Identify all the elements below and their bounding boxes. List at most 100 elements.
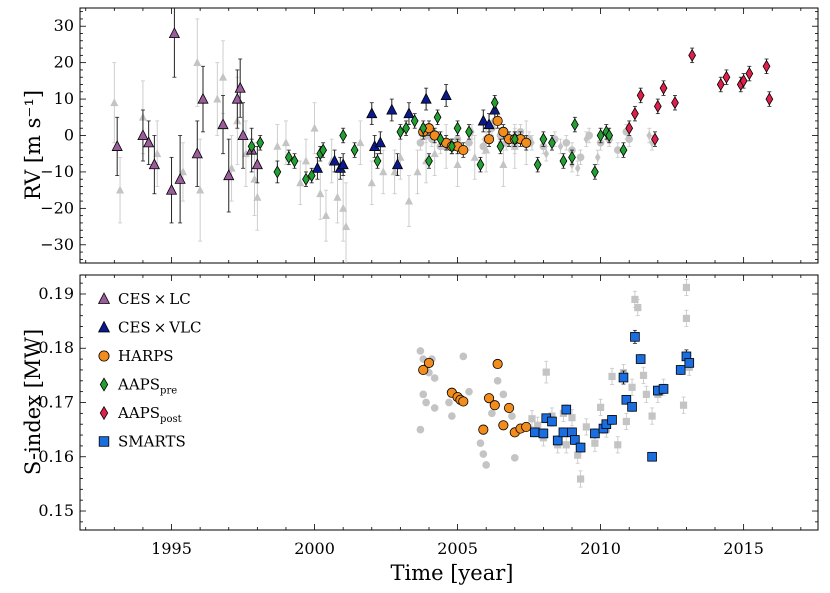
ces-lc-point	[111, 140, 123, 151]
aaps-pre-point	[319, 143, 328, 157]
harps-point	[521, 421, 532, 432]
legend-marker	[98, 350, 110, 362]
ces-lc-point	[168, 27, 181, 39]
harps-point	[483, 393, 495, 404]
background-point	[316, 189, 325, 198]
ces-lc-point	[191, 147, 203, 159]
aaps-pre-point	[605, 128, 614, 143]
background-point	[639, 371, 648, 379]
data-layer	[110, 8, 774, 263]
smarts-point	[630, 332, 640, 342]
aaps-pre-point	[591, 165, 599, 179]
background-point	[193, 58, 202, 67]
background-point	[576, 153, 585, 162]
background-point	[419, 390, 428, 399]
aaps-post-point	[625, 121, 634, 135]
legend-label: SMARTS	[118, 433, 186, 451]
aaps-pre-point	[533, 158, 542, 172]
aaps-pre-point	[350, 143, 359, 157]
aaps-post-point	[631, 107, 639, 121]
ces-lc-point	[143, 136, 155, 148]
aaps-pre-point	[290, 154, 299, 168]
y-tick-label: 30	[54, 16, 74, 35]
legend-marker	[99, 405, 109, 421]
background-point	[250, 174, 259, 183]
smarts-point	[635, 354, 646, 364]
smarts-point	[618, 372, 629, 383]
y-tick-label: −30	[40, 235, 74, 254]
s-index-axis-title: S-index [MW]	[21, 329, 45, 475]
aaps-pre-point	[548, 136, 556, 150]
background-point	[510, 454, 519, 462]
aaps-pre-point	[419, 121, 428, 135]
harps-point	[483, 134, 495, 145]
x-tick-label: 2005	[437, 539, 478, 558]
smarts-point	[575, 442, 586, 453]
background-point	[625, 135, 634, 143]
background-point	[568, 414, 576, 422]
background-point	[499, 390, 508, 399]
ces-vlc-point	[337, 158, 349, 170]
aaps-post-point	[739, 74, 748, 88]
background-point	[218, 72, 228, 81]
legend-label-main: AAPS	[117, 404, 160, 422]
aaps-pre-point	[410, 114, 419, 128]
legend-label: CES × VLC	[118, 319, 202, 337]
aaps-pre-point	[570, 118, 579, 132]
harps-point	[423, 357, 435, 368]
ces-lc-point	[231, 92, 243, 104]
aaps-pre-point	[619, 143, 628, 157]
background-point	[422, 398, 430, 407]
background-point	[465, 387, 473, 396]
aaps-pre-point	[539, 132, 548, 146]
aaps-pre-point	[433, 110, 442, 124]
aaps-pre-point	[425, 154, 433, 168]
legend-label: AAPSpre	[117, 376, 177, 397]
background-point	[562, 441, 570, 449]
aaps-post-point	[671, 96, 679, 110]
aaps-post-point	[716, 77, 725, 92]
background-point	[628, 383, 636, 391]
background-point	[416, 138, 425, 147]
background-point	[493, 376, 502, 385]
ces-lc-point	[174, 172, 186, 184]
legend-label: CES × LC	[118, 290, 191, 308]
aaps-pre-point	[510, 132, 519, 146]
legend-marker	[98, 436, 110, 447]
background-point	[542, 368, 550, 376]
aaps-pre-point	[453, 121, 462, 135]
y-tick-label: 0.17	[38, 393, 74, 412]
aaps-pre-point	[273, 165, 282, 179]
background-point	[562, 138, 571, 147]
background-point	[574, 163, 581, 174]
y-tick-label: 10	[54, 89, 74, 108]
aaps-pre-point	[465, 125, 473, 139]
ces-vlc-point	[420, 92, 432, 104]
rv-panel: 30 20 10 0 −10 −20 −30	[40, 7, 819, 264]
ces-vlc-point	[477, 114, 489, 126]
s-index-panel: 0.19 0.18 0.17 0.16 0.15 1995 2000 2005 2010 2015	[38, 274, 819, 558]
smarts-point	[621, 394, 632, 405]
aaps-pre-point	[476, 158, 485, 172]
aaps-pre-point	[339, 128, 348, 143]
background-point	[482, 145, 491, 154]
aaps-pre-point	[256, 136, 265, 150]
background-point	[465, 138, 473, 147]
background-point	[153, 149, 162, 158]
background-point	[339, 203, 348, 212]
time-axis-title: Time [year]	[391, 561, 514, 585]
aaps-post-point	[765, 92, 774, 106]
background-point	[253, 192, 262, 201]
x-tick-label: 1995	[151, 539, 192, 558]
legend-label: AAPSpost	[117, 404, 182, 425]
harps-point	[498, 420, 509, 431]
background-point	[613, 146, 622, 154]
smarts-point	[530, 427, 540, 438]
background-point	[574, 451, 582, 459]
ces-vlc-point	[403, 107, 415, 119]
background-point	[341, 222, 351, 230]
ces-vlc-point	[311, 161, 324, 173]
background-point	[548, 412, 556, 420]
legend-label-main: AAPS	[117, 376, 160, 394]
